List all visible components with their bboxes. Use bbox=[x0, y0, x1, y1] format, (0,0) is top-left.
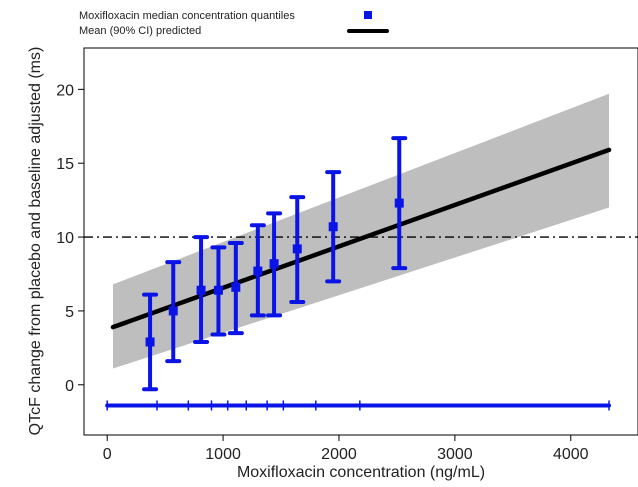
x-tick-label: 3000 bbox=[437, 446, 473, 463]
x-tick-label: 4000 bbox=[553, 446, 589, 463]
observed-point-7 bbox=[266, 211, 283, 318]
observed-point-8 bbox=[289, 195, 306, 305]
observed-point-9 bbox=[325, 170, 342, 284]
x-axis-label: Moxifloxacin concentration (ng/mL) bbox=[237, 464, 485, 481]
x-axis: 0 1000 2000 3000 4000 bbox=[103, 435, 589, 463]
legend-label-observed: Moxifloxacin median concentration quanti… bbox=[79, 10, 295, 22]
observed-point-1 bbox=[142, 292, 159, 392]
observed-point-2 bbox=[165, 260, 182, 364]
observed-point-6 bbox=[249, 223, 266, 318]
x-tick-label: 0 bbox=[103, 446, 112, 463]
predicted-mean-line bbox=[110, 147, 612, 330]
median-marker bbox=[213, 285, 223, 295]
median-marker bbox=[394, 198, 404, 208]
median-marker bbox=[145, 337, 155, 347]
median-marker bbox=[253, 266, 263, 276]
median-marker bbox=[269, 259, 279, 269]
predicted-mean-layer bbox=[110, 147, 612, 330]
y-tick-label: 10 bbox=[56, 230, 74, 247]
x-tick-label: 2000 bbox=[321, 446, 357, 463]
median-marker bbox=[292, 244, 302, 254]
observed-quantiles-layer bbox=[142, 136, 408, 392]
legend-marker-observed bbox=[364, 11, 372, 19]
median-marker bbox=[328, 222, 338, 232]
y-tick-label: 0 bbox=[65, 378, 74, 395]
median-marker bbox=[168, 306, 178, 316]
observed-point-4 bbox=[210, 245, 227, 337]
median-marker bbox=[231, 282, 241, 292]
observed-point-5 bbox=[227, 240, 244, 336]
legend-label-predicted: Mean (90% CI) predicted bbox=[79, 25, 201, 37]
observed-point-3 bbox=[193, 235, 210, 344]
observed-point-10 bbox=[391, 136, 408, 271]
y-axis-label: QTcF change from placebo and baseline ad… bbox=[27, 47, 44, 436]
legend: Moxifloxacin median concentration quanti… bbox=[79, 10, 389, 37]
x-tick-label: 1000 bbox=[205, 446, 241, 463]
median-marker bbox=[196, 285, 206, 295]
y-tick-label: 15 bbox=[56, 156, 74, 173]
plot-frame bbox=[83, 47, 638, 436]
y-axis: 0 5 10 15 20 bbox=[56, 82, 84, 395]
y-tick-label: 20 bbox=[56, 82, 74, 99]
quantile-bins-layer bbox=[105, 400, 612, 411]
y-tick-label: 5 bbox=[65, 304, 74, 321]
